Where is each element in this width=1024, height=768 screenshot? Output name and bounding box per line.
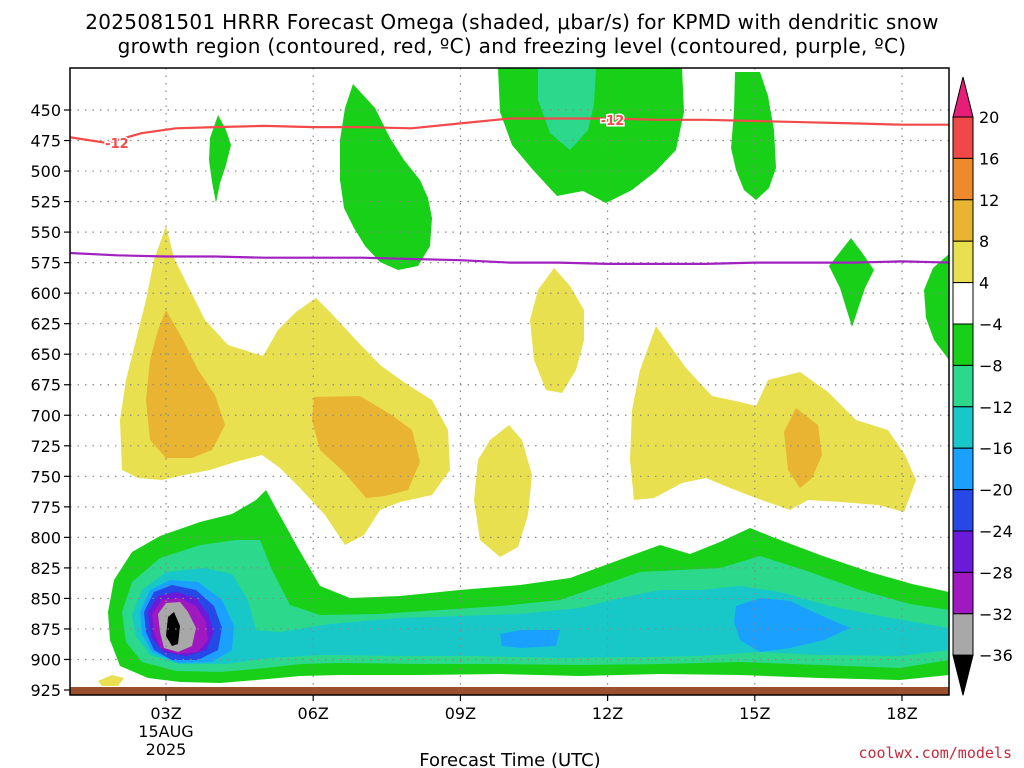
colorbar-level-label: −4 xyxy=(979,315,1003,334)
colorbar-swatch xyxy=(952,116,974,159)
ground-surface xyxy=(70,687,949,695)
subsidence-core xyxy=(784,408,822,488)
colorbar-swatch xyxy=(952,613,974,656)
subsidence-region xyxy=(530,268,584,393)
colorbar-level-label: −12 xyxy=(979,398,1013,417)
y-tick-label: 575 xyxy=(30,254,61,273)
y-tick-label: 750 xyxy=(30,467,61,486)
chart-title-line-1: 2025081501 HRRR Forecast Omega (shaded, … xyxy=(85,10,939,34)
x-tick-label: 03Z xyxy=(150,704,181,723)
x-tick-label: 12Z xyxy=(592,704,623,723)
colorbar-level-label: 8 xyxy=(979,232,989,251)
dgz-isotherm-line xyxy=(70,117,949,145)
upper-ascent-region xyxy=(924,254,949,360)
colorbar-swatch xyxy=(952,571,974,615)
y-tick-label: 600 xyxy=(30,284,61,303)
colorbar-top-arrow xyxy=(952,76,974,118)
y-axis: 450 475 500 525 550 575 600 625 650 675 700 725 750 7… xyxy=(30,101,70,700)
x-tick-label: 09Z xyxy=(445,704,476,723)
upper-ascent-core xyxy=(538,68,596,150)
contour-label: -12 xyxy=(105,137,129,152)
colorbar-swatch xyxy=(952,364,974,408)
y-tick-label: 825 xyxy=(30,559,61,578)
colorbar-swatch xyxy=(952,323,974,366)
chart-title-line-2: growth region (contoured, red, ºC) and f… xyxy=(117,34,907,58)
colorbar-level-label: −8 xyxy=(979,356,1003,375)
colorbar-level-label: −32 xyxy=(979,605,1013,624)
colorbar-level-label: 20 xyxy=(979,108,999,127)
y-tick-label: 850 xyxy=(30,589,61,608)
x-tick-label: 18Z xyxy=(886,704,917,723)
y-tick-label: 650 xyxy=(30,345,61,364)
colorbar-swatch xyxy=(952,157,974,201)
colorbar-level-label: −28 xyxy=(979,563,1013,582)
colorbar-swatch xyxy=(952,240,974,284)
upper-ascent-region xyxy=(209,115,231,203)
upper-ascent-region xyxy=(731,72,776,200)
y-tick-label: 625 xyxy=(30,315,61,334)
colorbar-swatch xyxy=(952,282,974,325)
x-axis-date-day: 15AUG xyxy=(138,722,193,741)
colorbar-swatch xyxy=(952,406,974,449)
subsidence-region xyxy=(98,675,124,686)
subsidence-region xyxy=(630,326,916,512)
y-tick-label: 800 xyxy=(30,528,61,547)
x-axis-date-year: 2025 xyxy=(146,740,187,759)
x-axis-label: Forecast Time (UTC) xyxy=(419,750,600,768)
plot-frame xyxy=(69,67,950,696)
colorbar-level-label: −20 xyxy=(979,481,1013,500)
colorbar-level-label: −24 xyxy=(979,522,1013,541)
colorbar-swatch xyxy=(952,489,974,532)
y-tick-label: 500 xyxy=(30,162,61,181)
credit-text: coolwx.com/models xyxy=(858,744,1012,762)
freezing-level-line xyxy=(70,251,949,265)
x-tick-label: 06Z xyxy=(298,704,329,723)
subsidence-region xyxy=(474,425,532,557)
y-tick-label: 550 xyxy=(30,223,61,242)
colorbar-bottom-arrow xyxy=(952,654,974,696)
colorbar-level-label: −36 xyxy=(979,646,1013,665)
contour-lines: -12 -12 xyxy=(70,112,949,265)
subsidence-core xyxy=(312,396,420,498)
upper-ascent-region xyxy=(340,84,432,270)
y-tick-label: 475 xyxy=(30,132,61,151)
contour-label: -12 xyxy=(601,114,625,129)
colorbar-legend: 20 16 12 8 4 −4 −8 −12 −16 −20 −24 −28 −32 −36 xyxy=(952,76,1013,696)
y-tick-label: 700 xyxy=(30,406,61,425)
colorbar-level-label: −16 xyxy=(979,439,1013,458)
colorbar-swatch xyxy=(952,199,974,242)
omega-shading xyxy=(98,68,949,686)
colorbar-level-label: 12 xyxy=(979,191,999,210)
colorbar-swatch xyxy=(952,447,974,491)
y-tick-label: 725 xyxy=(30,437,61,456)
y-tick-label: 775 xyxy=(30,498,61,517)
colorbar-swatch xyxy=(952,530,974,573)
y-tick-label: 450 xyxy=(30,101,61,120)
colorbar-level-label: 4 xyxy=(979,274,989,293)
y-tick-label: 675 xyxy=(30,376,61,395)
x-axis: 03Z 06Z 09Z 12Z 15Z 18Z xyxy=(150,695,918,723)
y-tick-label: 925 xyxy=(30,681,61,700)
low-level-ascent-core xyxy=(500,630,560,648)
colorbar-level-label: 16 xyxy=(979,149,999,168)
low-level-ascent-max xyxy=(166,612,180,646)
y-tick-label: 900 xyxy=(30,650,61,669)
y-tick-label: 525 xyxy=(30,193,61,212)
x-tick-label: 15Z xyxy=(739,704,770,723)
low-level-ascent-core xyxy=(734,598,850,652)
upper-ascent-region xyxy=(829,238,874,327)
y-tick-label: 875 xyxy=(30,620,61,639)
